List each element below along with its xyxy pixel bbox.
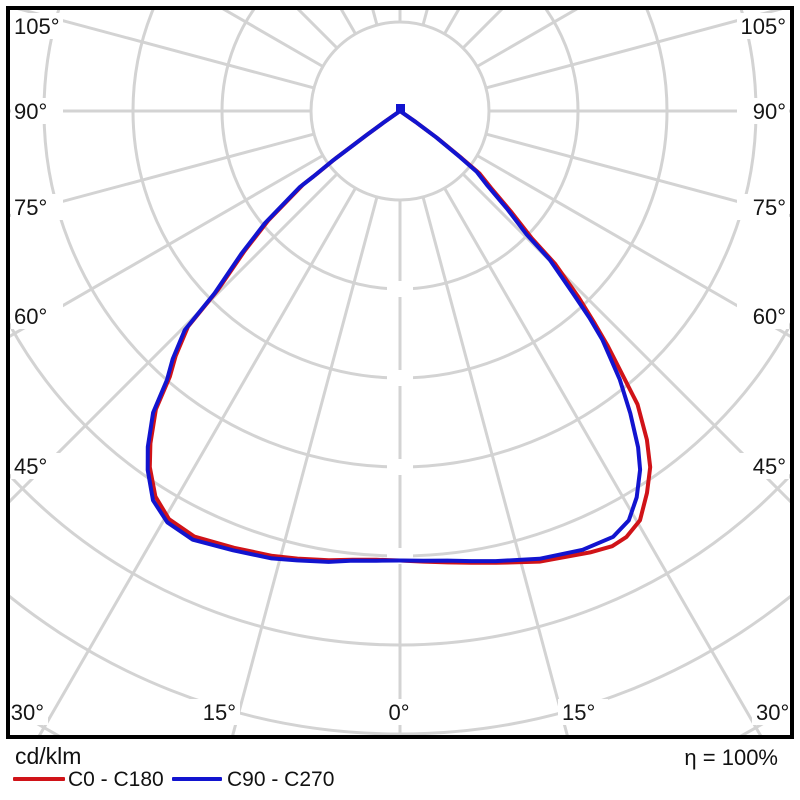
gamma-angle-label: 15° (562, 700, 595, 725)
unit-label: cd/klm (15, 743, 82, 769)
angle-label-bg (737, 98, 789, 124)
ring-value-box (387, 459, 413, 475)
angle-label-bg (11, 194, 63, 220)
grid-radial-line (38, 187, 357, 735)
angle-label-bg (374, 699, 424, 725)
angle-label-bg (11, 453, 63, 479)
gamma-angle-label: 75° (753, 195, 786, 220)
polar-intensity-chart: 105° 90° 75° 60° 45° 105° 90° 75° 60° 45° 30° 15° 0°… (6, 6, 794, 739)
angle-label-bg (11, 13, 63, 39)
angle-label-bg (11, 303, 63, 329)
grid-radial-line (10, 172, 339, 504)
angle-label-bg (558, 699, 608, 725)
gamma-angle-label: 90° (14, 99, 47, 124)
grid-radial-line (231, 196, 379, 735)
gamma-angle-label: 30° (11, 700, 44, 725)
angle-label-bg (11, 98, 63, 124)
plot-border (6, 6, 794, 739)
origin-dot (396, 104, 405, 113)
gamma-angle-label: 45° (14, 454, 47, 479)
legend-label-c0-c180: C0 - C180 (68, 768, 164, 791)
curve-c90-c270 (145, 109, 643, 564)
ring-value-box (387, 370, 413, 386)
angle-label-bg (737, 453, 789, 479)
gamma-angle-label: 45° (753, 454, 786, 479)
grid-radial-line (421, 196, 569, 735)
angle-label-bg (737, 303, 789, 329)
gamma-angle-label: 15° (203, 700, 236, 725)
grid-radial-line (17, 10, 315, 90)
angle-label-bg (737, 13, 789, 39)
gamma-angle-label: 60° (753, 304, 786, 329)
grid-radial-line (485, 10, 783, 90)
angle-label-bg (190, 699, 240, 725)
grid-radial-line (10, 154, 324, 338)
grid-radial-line (485, 132, 790, 218)
grid-radial-line (443, 187, 762, 735)
gamma-angle-label: 0° (388, 700, 409, 725)
legend-swatch-c0-c180-line (13, 777, 65, 781)
grid-radial-line (476, 154, 790, 338)
angle-label-bg (737, 194, 789, 220)
legend-swatch-c90-c270-line (172, 777, 222, 781)
gamma-angle-label: 75° (14, 195, 47, 220)
grid-radial-line (461, 172, 790, 504)
chart-footer: cd/klm C0 - C180 C90 - C270 η = 100% (0, 739, 800, 800)
gamma-angle-label: 105° (14, 14, 60, 39)
gamma-angle-label: 105° (740, 14, 786, 39)
gamma-angle-label: 60° (14, 304, 47, 329)
efficiency-label: η = 100% (684, 745, 778, 770)
gamma-angle-label: 90° (753, 99, 786, 124)
ring-value-box (387, 281, 413, 297)
gamma-angle-label: 30° (756, 700, 789, 725)
grid-radial-line (10, 132, 315, 218)
legend-label-c90-c270: C90 - C270 (227, 768, 335, 791)
